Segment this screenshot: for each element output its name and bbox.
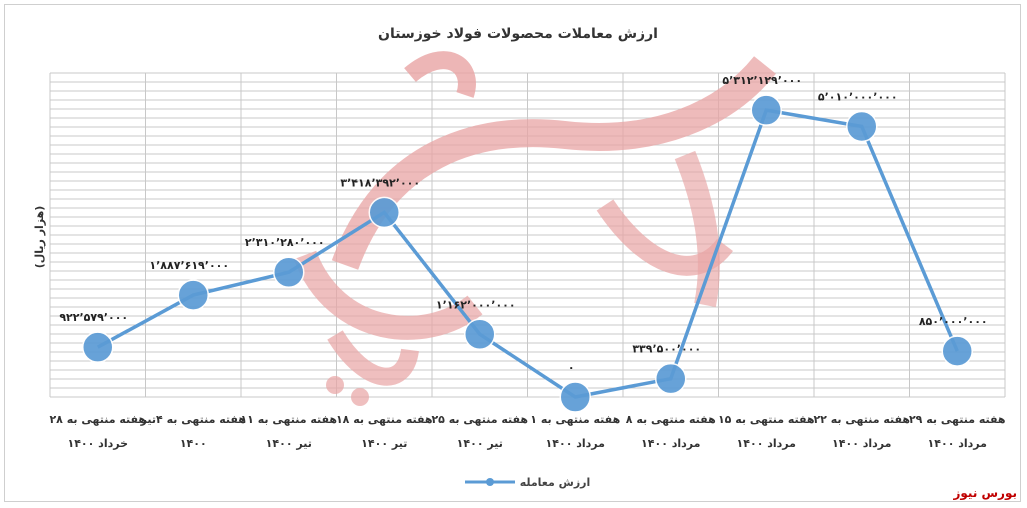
data-point bbox=[559, 381, 591, 413]
x-tick-label: مرداد ۱۴۰۰ bbox=[832, 437, 891, 450]
legend-label: ارزش معامله bbox=[520, 476, 591, 489]
x-tick-label: ۱۴۰۰ bbox=[180, 437, 207, 450]
watermark-stroke-5 bbox=[674, 150, 720, 308]
data-label: ۳۳۹٬۵۰۰٬۰۰۰ bbox=[632, 343, 701, 356]
x-tick-label: هفته منتهی به ۲۵ bbox=[431, 413, 528, 426]
data-label: ۰ bbox=[568, 361, 575, 374]
x-tick-label: مرداد ۱۴۰۰ bbox=[737, 437, 796, 450]
x-tick-label: هفته منتهی به ۱ bbox=[530, 413, 620, 426]
watermark-dot-1 bbox=[326, 376, 344, 394]
chart-title: ارزش معاملات محصولات فولاد خوزستان bbox=[378, 26, 658, 42]
data-point bbox=[82, 331, 114, 363]
data-point bbox=[750, 94, 782, 126]
x-tick-label: مرداد ۱۴۰۰ bbox=[641, 437, 700, 450]
data-label: ۱٬۸۸۷٬۶۱۹٬۰۰۰ bbox=[149, 259, 229, 272]
data-labels: ۹۲۲٬۵۷۹٬۰۰۰ ۱٬۸۸۷٬۶۱۹٬۰۰۰ ۲٬۳۱۰٬۲۸۰٬۰۰۰ ۳٬۴… bbox=[59, 74, 987, 374]
line-chart: ارزش معاملات محصولات فولاد خوزستان هفته … bbox=[33, 26, 1017, 501]
x-axis-labels: هفته منتهی به ۲۸ خرداد ۱۴۰۰ هفته منتهی به … bbox=[49, 413, 1005, 450]
x-tick-label: هفته منتهی به ۱۸ bbox=[336, 413, 433, 426]
data-point bbox=[177, 279, 209, 311]
data-point bbox=[464, 318, 496, 351]
y-axis-title: (هزار ریال) bbox=[33, 206, 46, 269]
watermark-stroke-6 bbox=[327, 330, 419, 386]
x-tick-label: مرداد ۱۴۰۰ bbox=[928, 437, 987, 450]
data-label: ۸۵۰٬۰۰۰٬۰۰۰ bbox=[919, 315, 988, 328]
series-line bbox=[96, 108, 959, 399]
data-label: ۹۲۲٬۵۷۹٬۰۰۰ bbox=[59, 311, 128, 324]
x-tick-label: هفته منتهی به ۱۱ bbox=[240, 413, 337, 426]
legend: ارزش معامله bbox=[465, 476, 590, 489]
data-point bbox=[846, 110, 878, 143]
data-point bbox=[368, 196, 400, 229]
x-tick-label: مرداد ۱۴۰۰ bbox=[546, 437, 605, 450]
x-tick-label: هفته منتهی به ۲۲ bbox=[813, 413, 910, 426]
x-tick-label: تیر ۱۴۰۰ bbox=[361, 437, 407, 450]
data-points bbox=[82, 94, 973, 413]
watermark-stroke-1 bbox=[404, 51, 476, 98]
data-point bbox=[655, 362, 687, 395]
x-tick-label: هفته منتهی به ۴تیر bbox=[140, 413, 246, 426]
x-tick-label: هفته منتهی به ۲۸ bbox=[49, 413, 146, 426]
x-tick-label: تیر ۱۴۰۰ bbox=[457, 437, 503, 450]
source-label: بورس نیوز bbox=[952, 486, 1017, 501]
data-label: ۲٬۳۱۰٬۲۸۰٬۰۰۰ bbox=[245, 236, 325, 249]
data-label: ۳٬۴۱۸٬۳۹۲٬۰۰۰ bbox=[340, 176, 420, 189]
chart-frame: ارزش معاملات محصولات فولاد خوزستان هفته … bbox=[4, 4, 1021, 502]
x-tick-label: تیر ۱۴۰۰ bbox=[266, 437, 312, 450]
gridlines bbox=[49, 72, 1006, 398]
x-tick-label: هفته منتهی به ۲۹ bbox=[909, 413, 1006, 426]
x-tick-label: هفته منتهی به ۱۵ bbox=[718, 413, 815, 426]
x-tick-label: هفته منتهی به ۸ bbox=[626, 413, 716, 426]
data-label: ۵٬۰۱۰٬۰۰۰٬۰۰۰ bbox=[818, 90, 898, 103]
legend-marker bbox=[486, 478, 494, 486]
data-point bbox=[273, 256, 305, 288]
data-point bbox=[941, 335, 973, 367]
data-label: ۵٬۳۱۲٬۱۲۹٬۰۰۰ bbox=[722, 74, 802, 87]
data-label: ۱٬۱۶۲٬۰۰۰٬۰۰۰ bbox=[436, 298, 516, 311]
watermark-dot-2 bbox=[351, 388, 369, 406]
x-tick-label: خرداد ۱۴۰۰ bbox=[67, 437, 128, 450]
watermark-stroke-3 bbox=[293, 250, 483, 340]
watermark-stroke-2 bbox=[331, 56, 776, 270]
